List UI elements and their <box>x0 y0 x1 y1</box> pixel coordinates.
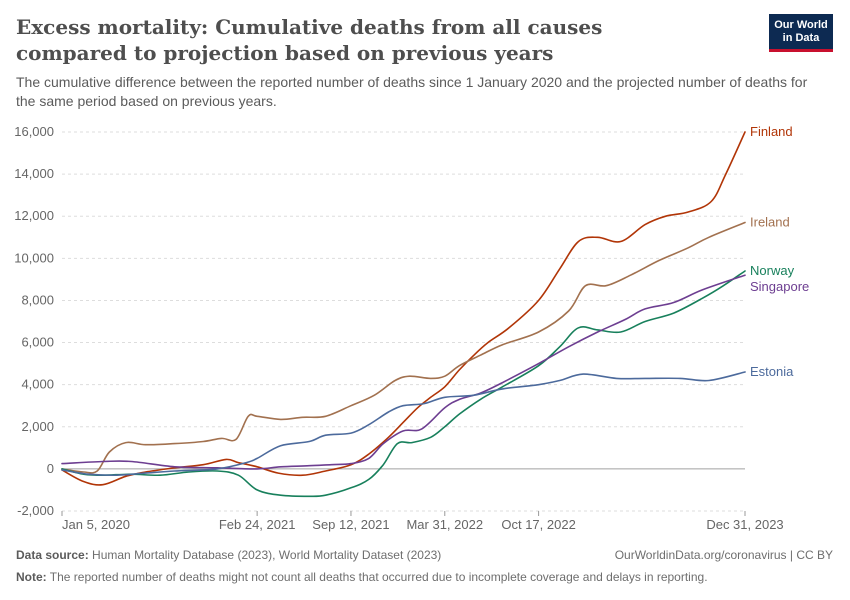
series-line-finland[interactable] <box>61 131 746 486</box>
y-tick-label: 12,000 <box>14 208 54 223</box>
series-lines <box>61 131 746 498</box>
y-axis-ticks: -2,000 0 2,000 4,000 6,000 8,000 10,000 12,000 1… <box>14 124 54 518</box>
series-line-estonia[interactable] <box>61 371 746 477</box>
credit-link[interactable]: OurWorldinData.org/coronavirus | CC BY <box>614 548 833 562</box>
series-label-norway[interactable]: Norway <box>750 263 795 278</box>
logo-line-1: Our World <box>774 19 828 31</box>
note-text: The reported number of deaths might not … <box>49 570 708 584</box>
data-source-text[interactable]: Human Mortality Database (2023), World M… <box>92 548 442 562</box>
y-tick-label: 6,000 <box>21 335 54 350</box>
x-tick-label: Oct 17, 2022 <box>501 517 575 532</box>
chart-subtitle: The cumulative difference between the re… <box>16 74 808 109</box>
x-tick-label: Dec 31, 2023 <box>706 517 783 532</box>
note-label: Note: <box>16 570 47 584</box>
grid-lines <box>62 131 745 512</box>
x-tick-label: Sep 12, 2021 <box>312 517 389 532</box>
chart-note: Note: The reported number of deaths migh… <box>16 570 708 584</box>
y-tick-label: 16,000 <box>14 124 54 139</box>
series-label-finland[interactable]: Finland <box>750 124 793 139</box>
logo-line-2: in Data <box>782 32 820 44</box>
x-axis-ticks: Jan 5, 2020 Feb 24, 2021 Sep 12, 2021 Mar 3… <box>61 511 784 532</box>
series-label-estonia[interactable]: Estonia <box>750 364 794 379</box>
x-tick-label: Jan 5, 2020 <box>62 517 130 532</box>
x-tick-label: Feb 24, 2021 <box>219 517 296 532</box>
y-tick-label: 4,000 <box>21 377 54 392</box>
x-tick-label: Mar 31, 2022 <box>406 517 483 532</box>
series-line-norway[interactable] <box>61 270 746 498</box>
y-tick-label: 0 <box>47 461 54 476</box>
data-source: Data source: Human Mortality Database (2… <box>16 548 441 562</box>
y-tick-label: 2,000 <box>21 419 54 434</box>
series-line-singapore[interactable] <box>61 274 746 470</box>
series-line-ireland[interactable] <box>61 221 746 474</box>
y-tick-label: 10,000 <box>14 250 54 265</box>
y-tick-label: 14,000 <box>14 166 54 181</box>
y-tick-label: -2,000 <box>17 503 54 518</box>
chart-title: Excess mortality: Cumulative deaths from… <box>16 15 603 65</box>
owid-logo[interactable]: Our World in Data <box>769 14 833 52</box>
y-tick-label: 8,000 <box>21 292 54 307</box>
series-label-singapore[interactable]: Singapore <box>750 279 809 294</box>
series-label-ireland[interactable]: Ireland <box>750 215 790 230</box>
data-source-label: Data source: <box>16 548 89 562</box>
